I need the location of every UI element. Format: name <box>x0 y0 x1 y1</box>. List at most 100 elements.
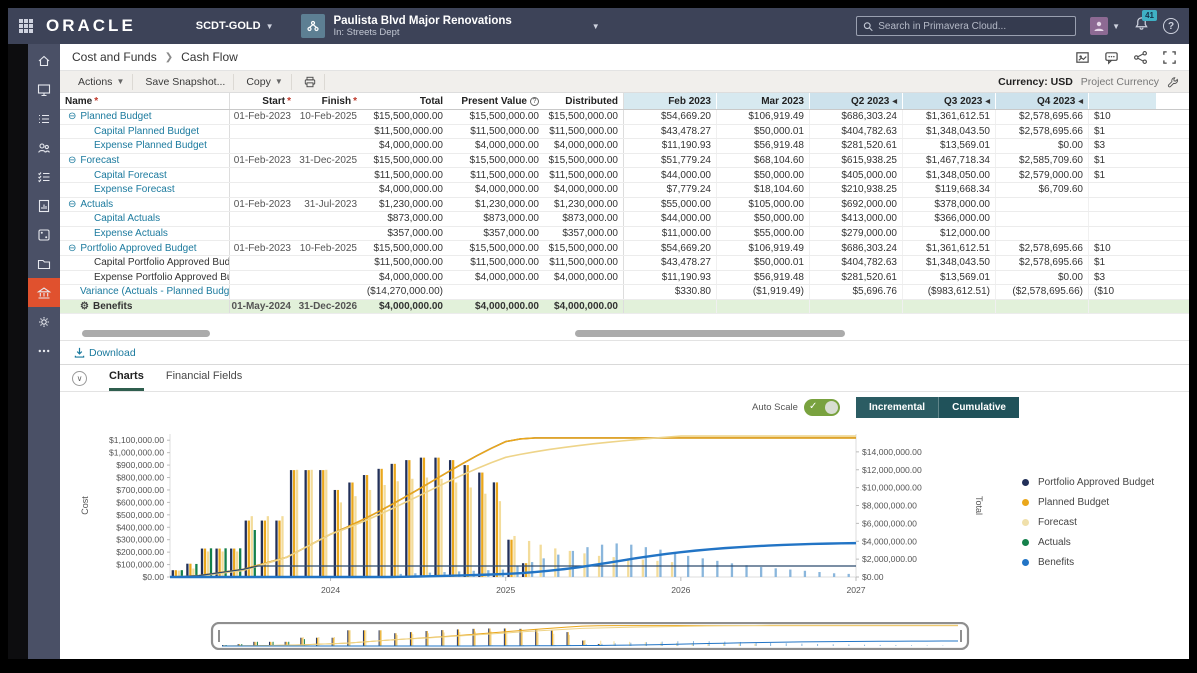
table-row[interactable]: ⊖Portfolio Approved Budget01-Feb-202310-… <box>60 241 1189 256</box>
cell-total[interactable]: $4,000,000.00 <box>362 183 448 197</box>
legend-item[interactable]: Actuals <box>1022 537 1154 548</box>
cell-start[interactable] <box>230 139 296 153</box>
cell-period[interactable] <box>996 300 1089 314</box>
col-header-period-partial[interactable] <box>1089 93 1157 109</box>
breadcrumb-section[interactable]: Cost and Funds <box>72 50 157 64</box>
cell-period[interactable]: $7,779.24 <box>624 183 717 197</box>
sidebar-item-cost-and-funds[interactable] <box>28 278 60 307</box>
cell-period[interactable]: $2,578,695.66 <box>996 110 1089 124</box>
cell-start[interactable] <box>230 256 296 270</box>
cell-period[interactable] <box>1089 198 1157 212</box>
cell-period[interactable]: $11,190.93 <box>624 139 717 153</box>
cell-total[interactable]: $4,000,000.00 <box>362 271 448 285</box>
table-row[interactable]: ⊖Actuals01-Feb-202331-Jul-2023$1,230,000… <box>60 198 1189 213</box>
cell-period[interactable]: $3 <box>1089 139 1157 153</box>
cell-present-value[interactable]: $4,000,000.00 <box>448 300 544 314</box>
sidebar-item-resources[interactable] <box>28 133 60 162</box>
cell-period[interactable]: $50,000.01 <box>717 125 810 139</box>
cell-period[interactable]: $68,104.60 <box>717 154 810 168</box>
cell-distributed[interactable]: $11,500,000.00 <box>544 256 624 270</box>
cell-period[interactable]: $55,000.00 <box>624 198 717 212</box>
cell-period[interactable]: ($2,578,695.66) <box>996 285 1089 299</box>
table-row[interactable]: Capital Portfolio Approved Budget$11,500… <box>60 256 1189 271</box>
cell-start[interactable]: 01-Feb-2023 <box>230 154 296 168</box>
table-row[interactable]: ⊖Planned Budget01-Feb-202310-Feb-2025$15… <box>60 110 1189 125</box>
expand-period-icon[interactable]: ◀ <box>1078 98 1083 105</box>
cell-start[interactable]: 01-Feb-2023 <box>230 110 296 124</box>
search-input[interactable] <box>878 21 1069 32</box>
table-row[interactable]: Expense Portfolio Approved Budget $4,000,… <box>60 271 1189 286</box>
cell-finish[interactable]: 10-Feb-2025 <box>296 241 362 255</box>
cell-period[interactable]: $54,669.20 <box>624 110 717 124</box>
sidebar-item-home[interactable] <box>28 46 60 75</box>
cell-present-value[interactable]: $4,000,000.00 <box>448 139 544 153</box>
cell-present-value[interactable]: $873,000.00 <box>448 212 544 226</box>
row-name[interactable]: Planned Budget <box>80 111 151 122</box>
cell-period[interactable]: $404,782.63 <box>810 256 903 270</box>
cell-period[interactable]: $2,579,000.00 <box>996 168 1089 182</box>
col-header-period-Q2 2023[interactable]: Q2 2023◀ <box>810 93 903 109</box>
cell-period[interactable] <box>717 300 810 314</box>
col-header-start[interactable]: Start* <box>230 93 296 109</box>
cell-period[interactable]: $378,000.00 <box>903 198 996 212</box>
cumulative-button[interactable]: Cumulative <box>939 397 1019 418</box>
cell-period[interactable] <box>996 227 1089 241</box>
cell-period[interactable]: $210,938.25 <box>810 183 903 197</box>
cell-present-value[interactable]: $11,500,000.00 <box>448 125 544 139</box>
sidebar-item-files[interactable] <box>28 249 60 278</box>
cell-period[interactable]: $1 <box>1089 168 1157 182</box>
cell-period[interactable] <box>1089 212 1157 226</box>
sidebar-item-dashboards[interactable] <box>28 75 60 104</box>
cell-start[interactable] <box>230 285 296 299</box>
cell-total[interactable]: $15,500,000.00 <box>362 241 448 255</box>
sidebar-item-settings[interactable] <box>28 307 60 336</box>
cell-period[interactable] <box>810 300 903 314</box>
col-header-period-Q4 2023[interactable]: Q4 2023◀ <box>996 93 1089 109</box>
row-name[interactable]: Expense Actuals <box>94 228 168 239</box>
collapse-panel-button[interactable]: ∨ <box>72 371 87 386</box>
cell-period[interactable]: $50,000.00 <box>717 212 810 226</box>
row-name[interactable]: Capital Forecast <box>94 170 167 181</box>
row-name[interactable]: Benefits <box>93 301 132 312</box>
cell-period[interactable]: $615,938.25 <box>810 154 903 168</box>
auto-scale-toggle[interactable]: ✓ <box>804 399 840 416</box>
cell-start[interactable]: 01-Feb-2023 <box>230 198 296 212</box>
cell-period[interactable]: $1,361,612.51 <box>903 241 996 255</box>
cell-finish[interactable] <box>296 168 362 182</box>
cell-period[interactable]: $1,348,043.50 <box>903 125 996 139</box>
user-menu[interactable]: ▼ <box>1090 17 1120 35</box>
cell-period[interactable]: $10 <box>1089 110 1157 124</box>
fullscreen-icon[interactable] <box>1162 50 1177 65</box>
cell-distributed[interactable]: $1,230,000.00 <box>544 198 624 212</box>
cell-total[interactable]: $15,500,000.00 <box>362 110 448 124</box>
tab-charts[interactable]: Charts <box>109 370 144 391</box>
expand-period-icon[interactable]: ◀ <box>892 98 897 105</box>
cell-period[interactable] <box>1089 300 1157 314</box>
cell-period[interactable]: $18,104.60 <box>717 183 810 197</box>
cell-period[interactable]: $13,569.01 <box>903 139 996 153</box>
cell-period[interactable]: $106,919.49 <box>717 110 810 124</box>
cell-period[interactable]: $1 <box>1089 125 1157 139</box>
cell-total[interactable]: $4,000,000.00 <box>362 300 448 314</box>
wrench-icon[interactable] <box>1167 76 1179 88</box>
cell-present-value[interactable] <box>448 285 544 299</box>
col-header-period-Q3 2023[interactable]: Q3 2023◀ <box>903 93 996 109</box>
cell-period[interactable]: $692,000.00 <box>810 198 903 212</box>
cell-period[interactable]: $44,000.00 <box>624 168 717 182</box>
cell-period[interactable]: $12,000.00 <box>903 227 996 241</box>
cell-present-value[interactable]: $11,500,000.00 <box>448 256 544 270</box>
cell-present-value[interactable]: $357,000.00 <box>448 227 544 241</box>
row-name[interactable]: Expense Portfolio Approved Budget <box>94 272 230 283</box>
cell-start[interactable] <box>230 183 296 197</box>
cell-start[interactable] <box>230 168 296 182</box>
cell-finish[interactable] <box>296 227 362 241</box>
row-gear-icon[interactable]: ⚙ <box>80 301 89 312</box>
notifications-button[interactable]: 41 <box>1134 16 1149 36</box>
table-row[interactable]: Capital Forecast$11,500,000.00$11,500,00… <box>60 168 1189 183</box>
cell-total[interactable]: $11,500,000.00 <box>362 168 448 182</box>
cell-period[interactable]: $330.80 <box>624 285 717 299</box>
row-name[interactable]: Expense Forecast <box>94 184 175 195</box>
table-row[interactable]: Expense Forecast$4,000,000.00$4,000,000.… <box>60 183 1189 198</box>
table-row[interactable]: ⊖Forecast01-Feb-202331-Dec-2025$15,500,0… <box>60 154 1189 169</box>
table-row[interactable]: Variance (Actuals - Planned Budget)($14,… <box>60 285 1189 300</box>
